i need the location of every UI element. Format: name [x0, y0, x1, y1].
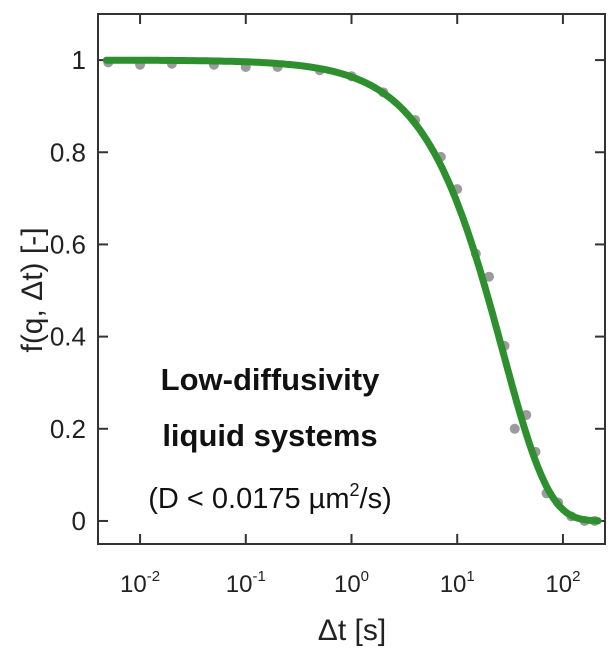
annotation-superscript: 2 — [350, 480, 360, 500]
x-tick-label: 100 — [334, 568, 369, 598]
y-tick-label: 0.6 — [50, 229, 86, 259]
y-tick-label: 0.4 — [50, 322, 86, 352]
data-point — [509, 423, 520, 434]
tick-labels: 10-2 10-1 100 101 102 0 0.2 0.4 0.6 0.8 1 — [50, 45, 581, 598]
y-tick-label: 1 — [72, 45, 86, 75]
x-tick-label: 101 — [440, 568, 475, 598]
annotation-line-1: Low-diffusivity — [161, 362, 380, 397]
annotation-line-3: (D < 0.0175 µm2/s) — [148, 480, 392, 515]
y-tick-label: 0.8 — [50, 137, 86, 167]
x-tick-label: 102 — [545, 568, 580, 598]
plot-frame — [97, 13, 606, 545]
data-points — [103, 57, 600, 526]
fit-curve — [102, 56, 602, 525]
y-tick-label: 0.2 — [50, 414, 86, 444]
y-tick-label: 0 — [72, 506, 86, 536]
axis-ticks — [98, 14, 605, 544]
y-axis-title: f(q, Δt) [-] — [16, 227, 49, 352]
x-tick-label: 10-2 — [120, 568, 160, 598]
annotation-line-2: liquid systems — [162, 418, 377, 453]
x-axis-title: Δt [s] — [318, 614, 386, 647]
data-point — [484, 271, 495, 282]
x-tick-label: 10-1 — [226, 568, 266, 598]
